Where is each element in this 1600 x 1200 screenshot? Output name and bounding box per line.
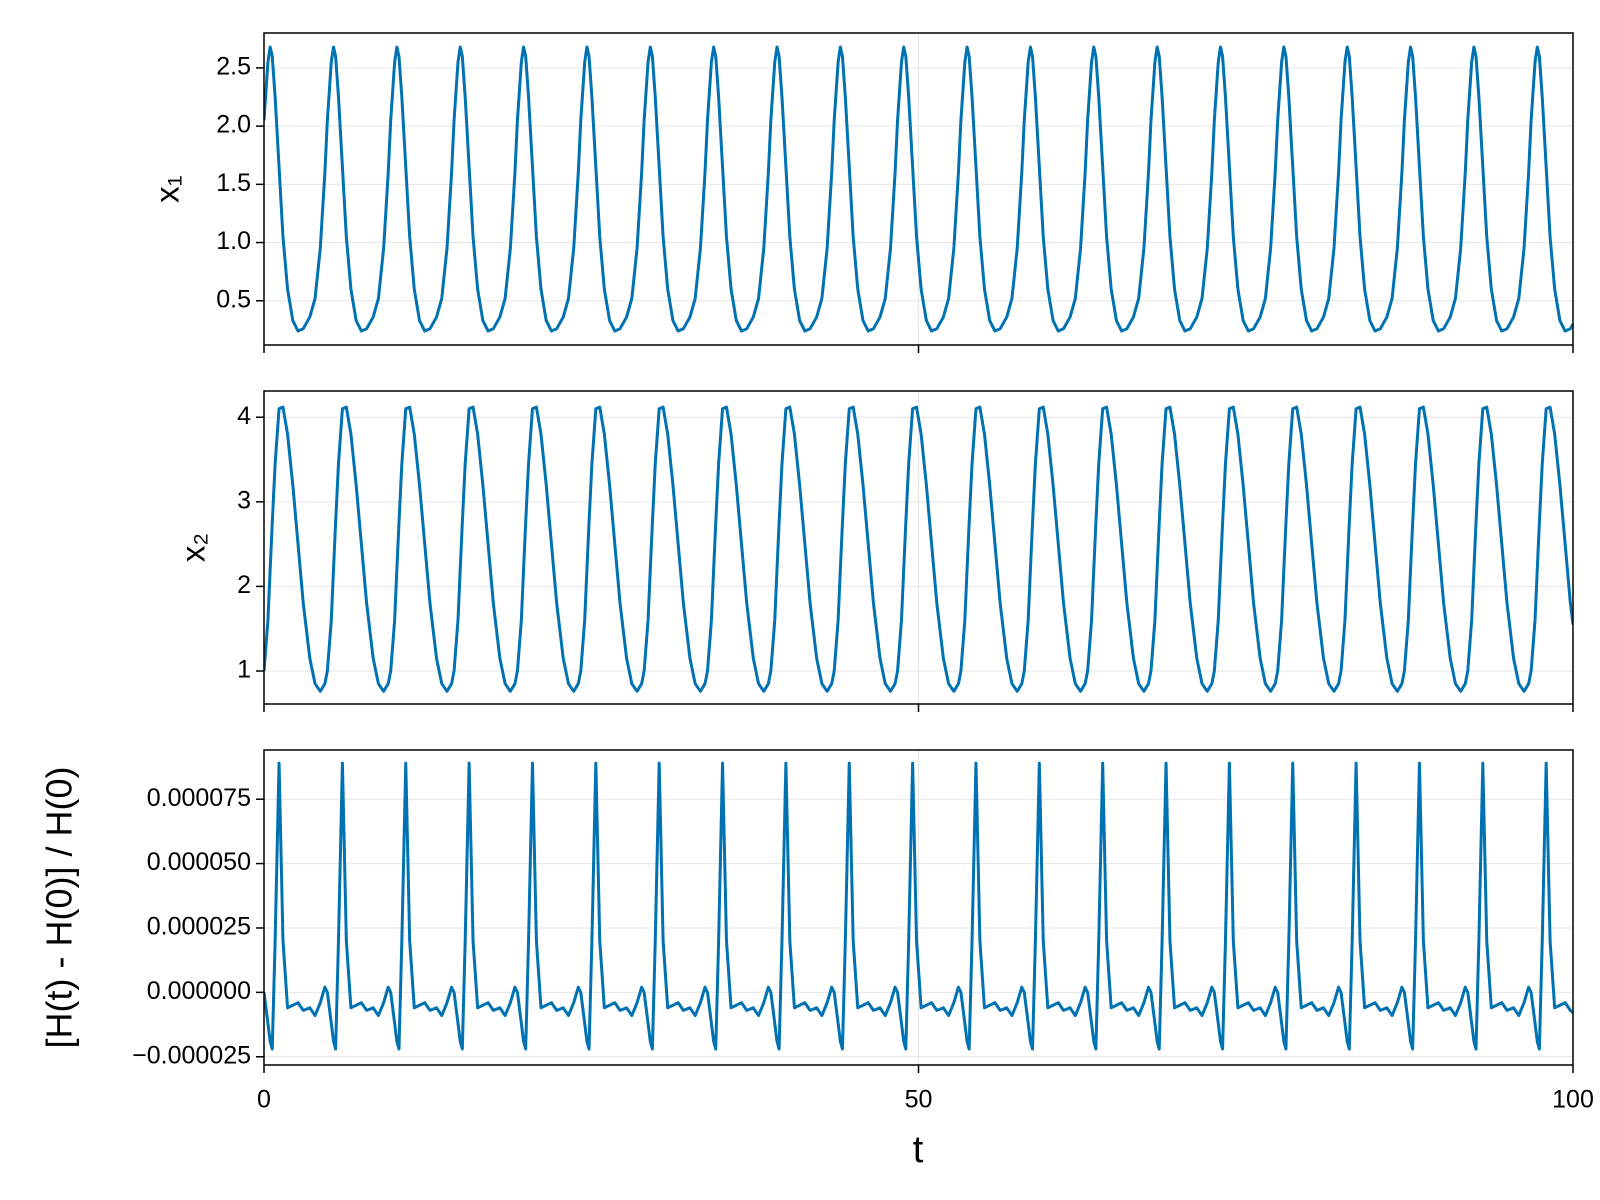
- plot-frame: [263, 749, 1574, 1066]
- y-tick-label: 0.000025: [147, 913, 251, 941]
- y-tick-label: 0.000050: [147, 848, 251, 876]
- y-axis-label: x₁: [149, 175, 186, 203]
- y-tick-label: 2: [237, 571, 251, 599]
- y-tick-label: 3: [237, 486, 251, 514]
- y-tick-label: 0.000000: [147, 977, 251, 1005]
- data-line: [264, 405, 1573, 693]
- y-tick-label: −0.000025: [132, 1041, 251, 1069]
- y-tick-label: 2.0: [216, 111, 251, 139]
- y-axis-label: [H(t) - H(0)] / H(0): [39, 767, 80, 1049]
- y-tick-label: 4: [237, 402, 251, 430]
- plot-frame: [263, 390, 1574, 705]
- data-line: [264, 45, 1573, 333]
- y-tick-label: 0.000075: [147, 784, 251, 812]
- y-tick-label: 1.5: [216, 169, 251, 197]
- x-tick-label: 0: [257, 1086, 271, 1114]
- x-tick-label: 100: [1552, 1086, 1594, 1114]
- y-axis-label: x₂: [175, 533, 212, 562]
- data-line: [264, 761, 1573, 1051]
- y-tick-label: 1.0: [216, 227, 251, 255]
- y-tick-label: 1: [237, 656, 251, 684]
- plot-frame: [263, 32, 1574, 346]
- x-tick-label: 50: [905, 1086, 933, 1114]
- y-tick-label: 2.5: [216, 53, 251, 81]
- x-axis-label: t: [913, 1129, 924, 1171]
- y-tick-label: 0.5: [216, 285, 251, 313]
